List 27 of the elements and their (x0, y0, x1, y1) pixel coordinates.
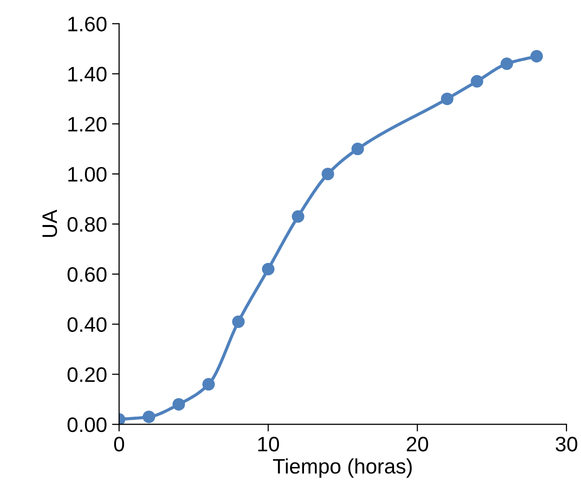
point (232, 315, 245, 328)
point (440, 92, 454, 106)
point (530, 50, 543, 62)
point (202, 378, 215, 391)
y-tick-label: 1.00 (68, 166, 106, 182)
y-tick-label: 0.20 (68, 367, 106, 382)
y-axis-title: UA (42, 210, 58, 237)
x-tick-label: 10 (258, 436, 279, 452)
y-tick-label: 0.60 (68, 267, 106, 282)
point (172, 398, 186, 411)
point (351, 142, 364, 156)
x-axis-title: Tiempo (horas) (273, 458, 412, 478)
y-tick-label: 1.40 (68, 66, 106, 82)
point (142, 410, 156, 424)
y-tick-label: 0.00 (68, 417, 106, 432)
x-tick-label: 20 (406, 436, 428, 452)
point (262, 262, 274, 276)
y-tick-label: 0.40 (68, 317, 106, 332)
y-tick-label: 1.20 (68, 116, 106, 132)
point (292, 210, 304, 223)
point (322, 168, 334, 180)
y-tick-label: 1.60 (68, 16, 106, 32)
point (470, 75, 484, 88)
x-tick-label: 0 (114, 436, 124, 452)
y-tick-label: 0.80 (68, 217, 106, 232)
point (500, 58, 514, 70)
x-tick-label: 30 (556, 436, 578, 452)
